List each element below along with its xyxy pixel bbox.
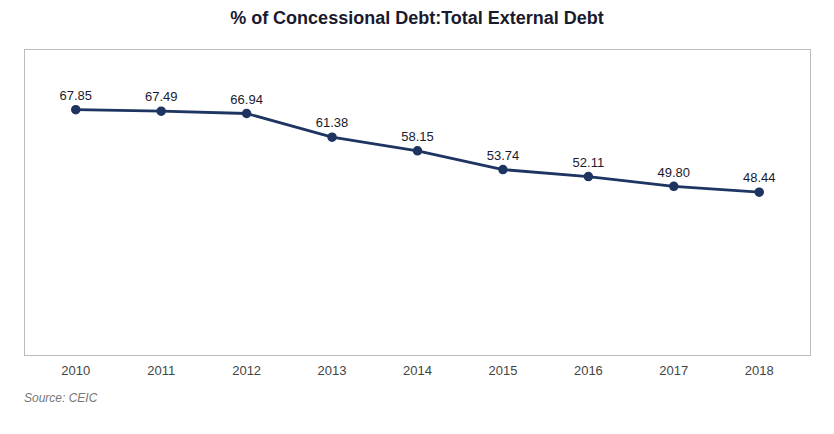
svg-text:61.38: 61.38 <box>316 115 349 130</box>
svg-text:58.15: 58.15 <box>401 129 434 144</box>
svg-text:2018: 2018 <box>745 363 774 378</box>
svg-text:2012: 2012 <box>232 363 261 378</box>
svg-text:67.49: 67.49 <box>145 89 178 104</box>
svg-text:2013: 2013 <box>318 363 347 378</box>
svg-text:52.11: 52.11 <box>573 155 605 170</box>
svg-text:2015: 2015 <box>488 363 517 378</box>
svg-text:67.85: 67.85 <box>59 88 92 103</box>
svg-text:2010: 2010 <box>61 363 90 378</box>
svg-text:2014: 2014 <box>403 363 432 378</box>
svg-text:2017: 2017 <box>659 363 688 378</box>
html-text:Source: CEIC: Source: CEIC <box>24 391 98 405</box>
svg-text:53.74: 53.74 <box>487 148 520 163</box>
svg-text:2011: 2011 <box>147 363 175 378</box>
svg-text:48.44: 48.44 <box>743 170 776 185</box>
html-text:% of Concessional Debt:Total E: % of Concessional Debt:Total External De… <box>230 8 604 28</box>
svg-text:2016: 2016 <box>574 363 603 378</box>
svg-text:66.94: 66.94 <box>230 92 263 107</box>
svg-text:49.80: 49.80 <box>658 165 691 180</box>
